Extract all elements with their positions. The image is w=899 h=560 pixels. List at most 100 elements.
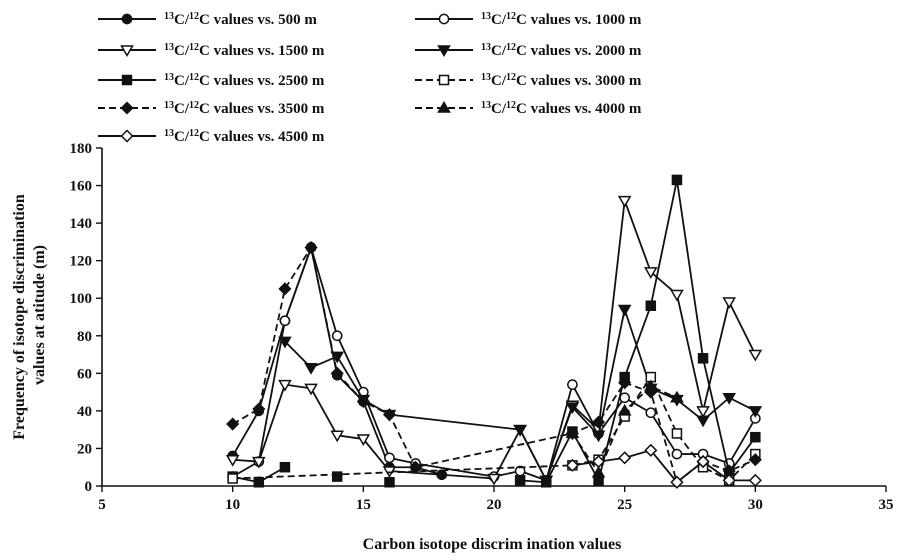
legend-label: 13C/12C values vs. 4500 m — [164, 128, 325, 145]
data-point — [251, 456, 266, 469]
data-point — [591, 415, 606, 429]
data-point — [670, 289, 684, 302]
x-tick-label: 35 — [879, 497, 894, 513]
legend-item-5: 13C/12C values vs. 2500 m — [98, 72, 325, 89]
legend-marker — [120, 45, 134, 57]
data-point — [384, 452, 395, 464]
legend-item-3: 13C/12C values vs. 1500 m — [98, 42, 325, 59]
data-point — [567, 379, 578, 390]
data-point — [304, 362, 318, 375]
data-point — [252, 402, 266, 416]
legend-marker — [120, 101, 134, 115]
data-point — [409, 460, 423, 474]
data-point — [748, 406, 763, 418]
data-point — [643, 379, 658, 392]
data-point — [617, 304, 632, 317]
x-axis-title: Carbon isotope discrim ination values — [363, 536, 622, 553]
data-point — [748, 453, 762, 467]
y-axis-title: Frequency of isotope discrimination valu… — [11, 190, 48, 439]
data-point — [225, 454, 240, 467]
data-point — [722, 297, 737, 309]
data-point — [671, 174, 683, 186]
data-point — [591, 430, 606, 443]
data-point — [722, 392, 737, 405]
x-tick-label: 5 — [98, 497, 106, 513]
axes: 5 10 15 20 25 30 35 0 20 40 60 80 100 120 140 160 180 — [70, 141, 894, 513]
data-point — [750, 431, 761, 443]
data-point — [645, 407, 657, 419]
legend-marker — [438, 13, 450, 25]
data-point — [696, 415, 710, 428]
data-point — [278, 336, 292, 349]
data-point — [330, 430, 345, 443]
data-point — [331, 471, 343, 482]
data-point — [304, 240, 318, 255]
data-point — [279, 461, 291, 473]
y-tick-label: 20 — [77, 441, 92, 457]
data-point — [278, 282, 292, 296]
y-axis-title-line-1: Frequency of isotope discrimination — [11, 194, 28, 440]
legend-label: 13C/12C values vs. 3500 m — [164, 100, 325, 117]
data-point — [330, 366, 344, 380]
legend-label: 13C/12C values vs. 500 m — [164, 11, 317, 28]
plot-area — [225, 174, 763, 489]
data-point — [619, 392, 631, 404]
legend-label: 13C/12C values vs. 2000 m — [481, 42, 642, 59]
data-point — [513, 424, 527, 437]
legend-item-4: 13C/12C values vs. 2000 m — [415, 42, 642, 59]
data-point — [643, 267, 658, 279]
data-point — [617, 403, 632, 416]
data-point — [384, 476, 395, 488]
data-point — [748, 473, 762, 487]
data-point — [226, 417, 240, 431]
data-point — [748, 349, 763, 362]
series-3 — [225, 195, 763, 488]
y-tick-label: 60 — [77, 366, 92, 382]
series-5 — [227, 174, 761, 488]
legend-marker — [437, 45, 451, 57]
data-point — [591, 455, 606, 469]
series-4 — [278, 304, 763, 488]
legend-marker — [437, 101, 451, 113]
series-9 — [565, 443, 762, 489]
legend-label: 13C/12C values vs. 1500 m — [164, 42, 325, 59]
data-point — [618, 376, 632, 390]
x-tick-label: 10 — [225, 497, 240, 513]
data-point — [541, 476, 552, 488]
y-tick-label: 160 — [70, 179, 93, 195]
x-tick-label: 25 — [617, 497, 632, 513]
data-point — [227, 473, 238, 484]
data-point — [696, 455, 710, 469]
data-point — [617, 195, 632, 208]
legend-item-6: 13C/12C values vs. 3000 m — [415, 72, 642, 89]
data-point — [697, 353, 709, 364]
y-tick-label: 180 — [70, 141, 93, 157]
data-point — [591, 465, 606, 478]
data-point — [565, 402, 580, 415]
legend-marker — [438, 74, 450, 86]
y-tick-label: 100 — [70, 291, 93, 307]
data-point — [645, 300, 657, 311]
series-line — [520, 179, 757, 484]
legend-label: 13C/12C values vs. 2500 m — [164, 72, 325, 89]
data-point — [618, 451, 632, 465]
data-point — [279, 315, 291, 327]
data-point — [670, 475, 684, 489]
legend-item-1: 13C/12C values vs. 500 m — [98, 11, 317, 28]
data-point — [487, 473, 501, 486]
y-tick-label: 40 — [77, 404, 92, 420]
y-tick-label: 140 — [70, 216, 93, 232]
data-point — [644, 443, 658, 457]
data-point — [722, 473, 736, 487]
legend-label: 13C/12C values vs. 3000 m — [481, 72, 642, 89]
data-point — [565, 426, 580, 439]
data-point — [253, 476, 265, 488]
legend-item-9: 13C/12C values vs. 4500 m — [98, 128, 325, 145]
legend-marker — [121, 13, 133, 25]
data-point — [696, 406, 710, 418]
data-point — [304, 383, 318, 396]
legend: 13C/12C values vs. 500 m 13C/12C values v… — [98, 11, 642, 145]
legend-item-8: 13C/12C values vs. 4000 m — [415, 100, 642, 117]
